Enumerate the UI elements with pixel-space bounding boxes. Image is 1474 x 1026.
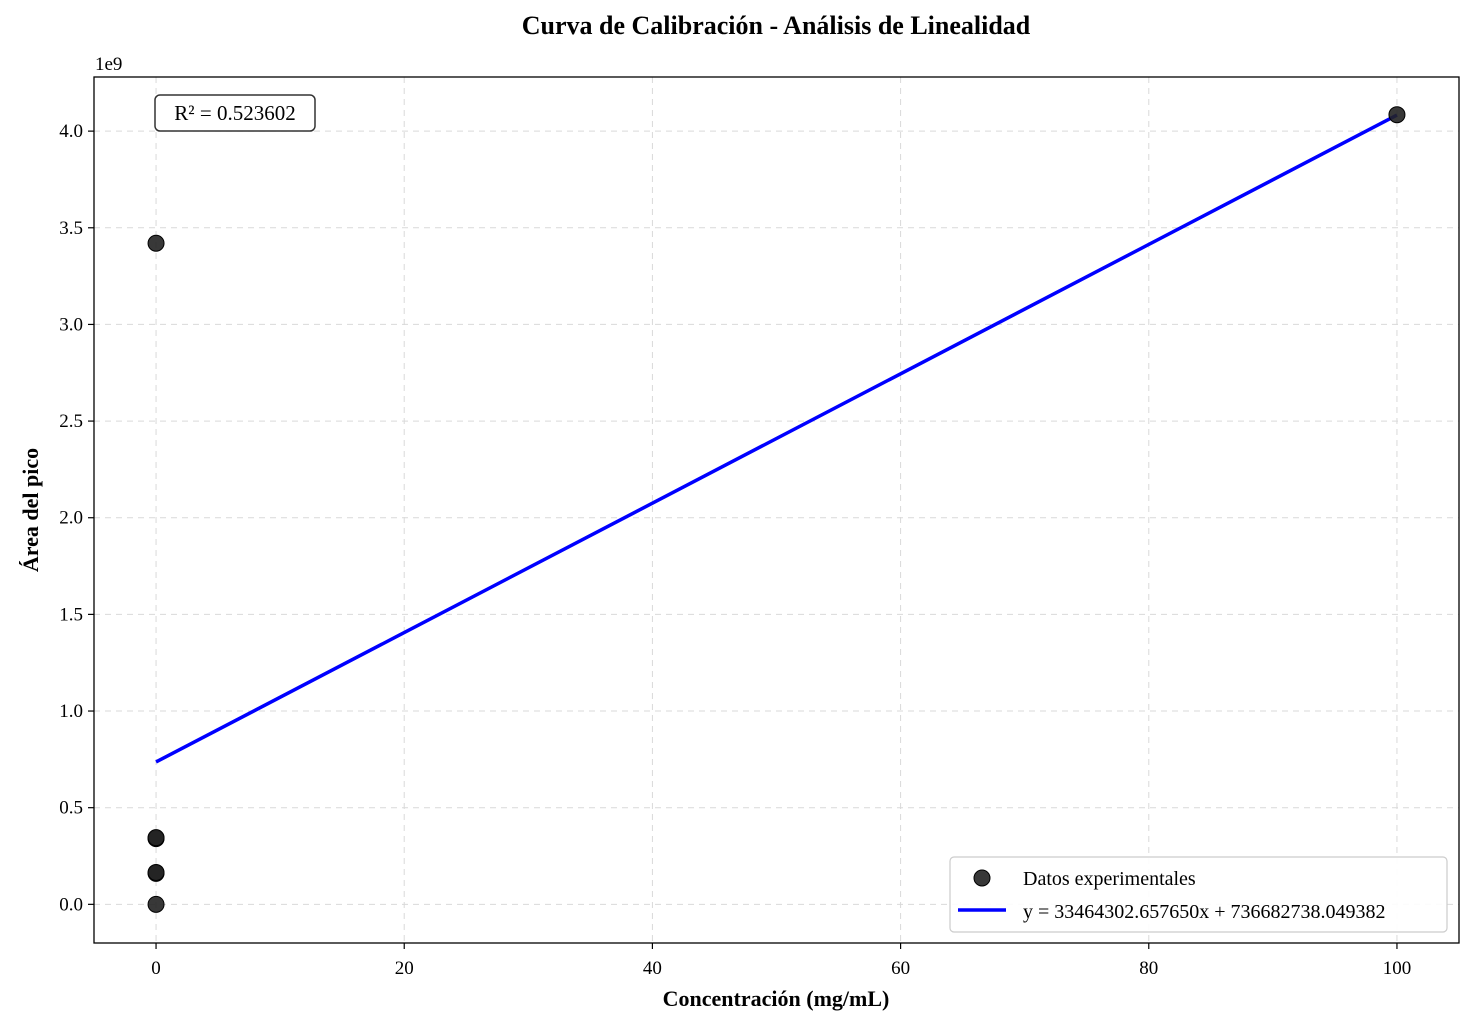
x-tick-label: 80 xyxy=(1139,958,1158,979)
x-tick-label: 40 xyxy=(643,958,662,979)
x-tick-label: 20 xyxy=(395,958,414,979)
y-tick-label: 2.5 xyxy=(59,411,83,432)
data-points-group xyxy=(147,106,1406,913)
y-axis-ticks: 0.0 0.5 1.0 1.5 2.0 2.5 3.0 3.5 4.0 xyxy=(59,121,94,915)
plot-frame xyxy=(93,76,1460,944)
r2-annotation-box xyxy=(154,94,316,132)
x-tick-label: 100 xyxy=(1383,958,1412,979)
legend: Datos experimentales y = 33464302.657650… xyxy=(949,856,1448,933)
legend-scatter-marker xyxy=(973,869,991,887)
y-tick-label: 0.5 xyxy=(59,798,83,819)
y-tick-label: 2.0 xyxy=(59,508,83,529)
data-point xyxy=(147,234,165,252)
y-tick-label: 3.0 xyxy=(59,314,83,335)
grid xyxy=(94,77,1459,943)
y-axis-label: Área del pico xyxy=(18,448,43,572)
data-point xyxy=(147,863,165,881)
x-tick-label: 60 xyxy=(891,958,910,979)
y-tick-label: 0.0 xyxy=(59,894,83,915)
legend-box xyxy=(949,856,1448,933)
x-axis-label: Concentración (mg/mL) xyxy=(663,986,890,1011)
data-point xyxy=(1388,106,1406,124)
r2-annotation: R² = 0.523602 xyxy=(154,94,316,132)
regression-line-group xyxy=(155,113,1398,764)
y-offset-label: 1e9 xyxy=(95,54,122,75)
y-tick-label: 1.0 xyxy=(59,701,83,722)
legend-label-data: Datos experimentales xyxy=(1023,868,1196,890)
r2-annotation-text: R² = 0.523602 xyxy=(174,101,295,125)
chart-title: Curva de Calibración - Análisis de Linea… xyxy=(522,11,1031,40)
data-point xyxy=(147,829,165,847)
x-axis-ticks: 0 20 40 60 80 100 xyxy=(151,943,1411,979)
y-tick-label: 3.5 xyxy=(59,218,83,239)
y-tick-label: 1.5 xyxy=(59,604,83,625)
y-tick-label: 4.0 xyxy=(59,121,83,142)
legend-label-fit: y = 33464302.657650x + 736682738.049382 xyxy=(1023,901,1386,923)
data-point xyxy=(147,895,165,913)
regression-line xyxy=(155,113,1398,764)
x-tick-label: 0 xyxy=(151,958,161,979)
